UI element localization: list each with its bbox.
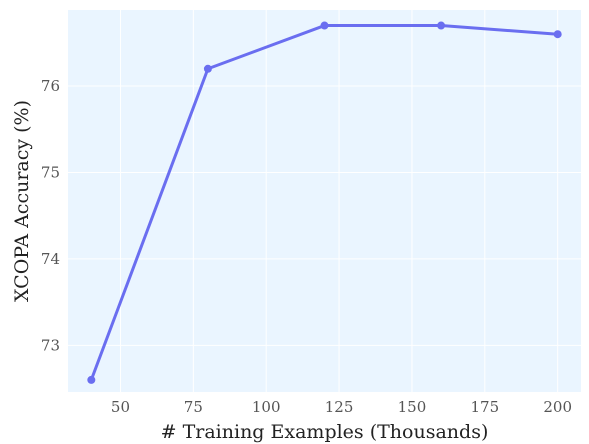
x-tick-label: 125 bbox=[325, 398, 354, 416]
data-series bbox=[87, 21, 562, 384]
data-point bbox=[437, 21, 446, 30]
x-tick-label: 50 bbox=[111, 398, 130, 416]
x-tick-label: 150 bbox=[398, 398, 427, 416]
x-axis-title: # Training Examples (Thousands) bbox=[161, 421, 489, 443]
x-tick-label: 75 bbox=[184, 398, 203, 416]
y-tick-label: 76 bbox=[41, 77, 60, 95]
x-tick-label: 200 bbox=[543, 398, 572, 416]
gridlines bbox=[68, 10, 581, 392]
data-point bbox=[320, 21, 329, 30]
y-tick-label: 74 bbox=[41, 250, 60, 268]
data-point bbox=[553, 30, 562, 39]
data-point bbox=[203, 64, 212, 73]
x-tick-label: 100 bbox=[252, 398, 281, 416]
tick-labels: 50 75 100 125 150 175 200 73 74 75 76 bbox=[41, 77, 572, 416]
y-axis-title: XCOPA Accuracy (%) bbox=[11, 100, 33, 302]
x-tick-label: 175 bbox=[470, 398, 499, 416]
y-tick-label: 73 bbox=[41, 336, 60, 354]
plot-background bbox=[68, 10, 581, 392]
data-point bbox=[87, 375, 96, 384]
y-tick-label: 75 bbox=[41, 163, 60, 181]
